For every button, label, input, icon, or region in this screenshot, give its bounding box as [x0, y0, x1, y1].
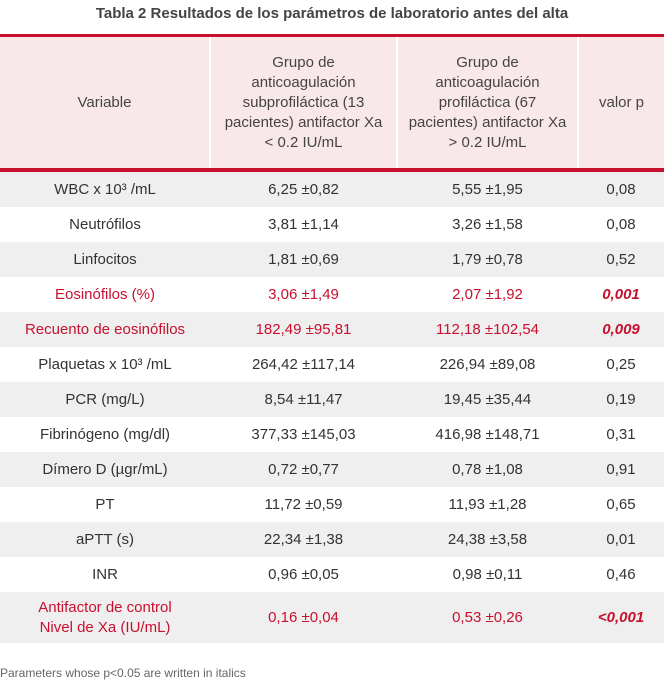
- group2-cell: 19,45 ±35,44: [443, 391, 532, 408]
- p-value-cell: 0,08: [606, 216, 636, 233]
- header-p-value: valor p: [577, 35, 664, 170]
- group2-cell: 0,53 ±0,26: [452, 608, 523, 626]
- group2-cell: 11,93 ±1,28: [448, 496, 527, 513]
- p-value-cell: 0,08: [606, 181, 636, 198]
- variable-cell: Plaquetas x 10³ /mL: [38, 356, 172, 373]
- p-value-cell: 0,19: [606, 391, 636, 408]
- p-value-cell: 0,009: [602, 321, 640, 338]
- variable-cell: WBC x 10³ /mL: [54, 181, 156, 198]
- group2-cell: 112,18 ±102,54: [435, 321, 540, 338]
- table-title: Tabla 2 Resultados de los parámetros de …: [95, 5, 569, 22]
- variable-cell: Antifactor de control Nivel de Xa (IU/mL…: [38, 598, 172, 636]
- group1-cell: 22,34 ±1,38: [263, 531, 344, 548]
- group1-cell: 264,42 ±117,14: [251, 356, 356, 373]
- group2-cell: 226,94 ±89,08: [439, 356, 536, 373]
- group1-cell: 182,49 ±95,81: [255, 321, 352, 338]
- header-prophylactic-group: Grupo de anticoagulación profiláctica (6…: [396, 35, 578, 170]
- header-subprophylactic-group: Grupo de anticoagulación subprofiláctica…: [209, 35, 397, 170]
- group2-cell: 0,78 ±1,08: [452, 461, 523, 478]
- group2-cell: 0,98 ±0,11: [452, 566, 523, 583]
- group2-cell: 3,26 ±1,58: [452, 216, 523, 233]
- variable-cell: Recuento de eosinófilos: [24, 321, 186, 338]
- group1-cell: 6,25 ±0,82: [268, 181, 339, 198]
- header-variable: Variable: [77, 93, 132, 111]
- group2-cell: 416,98 ±148,71: [435, 426, 540, 443]
- group2-cell: 24,38 ±3,58: [447, 531, 528, 548]
- table-row: Eosinófilos (%) 3,06 ±1,49 2,07 ±1,92 0,001: [0, 277, 664, 312]
- variable-cell: Fibrinógeno (mg/dl): [39, 426, 171, 443]
- variable-cell: Eosinófilos (%): [54, 286, 156, 303]
- variable-cell: Dímero D (µgr/mL): [42, 461, 168, 478]
- table-row: Antifactor de control Nivel de Xa (IU/mL…: [0, 592, 664, 643]
- group2-cell: 1,79 ±0,78: [452, 251, 523, 268]
- table-row: Neutrófilos 3,81 ±1,14 3,26 ±1,58 0,08: [0, 207, 664, 242]
- variable-cell: aPTT (s): [75, 531, 135, 548]
- variable-cell: PT: [95, 496, 115, 513]
- table-row: Dímero D (µgr/mL) 0,72 ±0,77 0,78 ±1,08 0,9…: [0, 452, 664, 487]
- table-row: Recuento de eosinófilos 182,49 ±95,81 112,…: [0, 312, 664, 347]
- variable-cell: INR: [92, 566, 118, 583]
- table-row: Linfocitos 1,81 ±0,69 1,79 ±0,78 0,52: [0, 242, 664, 277]
- p-value-cell: 0,65: [606, 496, 636, 513]
- p-value-cell: 0,31: [606, 426, 636, 443]
- group2-cell: 2,07 ±1,92: [452, 286, 523, 303]
- group1-cell: 8,54 ±11,47: [264, 391, 343, 408]
- group1-cell: 377,33 ±145,03: [251, 426, 356, 443]
- p-value-cell: <0,001: [597, 608, 645, 626]
- footnote: Parameters whose p<0.05 are written in i…: [0, 666, 246, 680]
- table-row: WBC x 10³ /mL 6,25 ±0,82 5,55 ±1,95 0,08: [0, 170, 664, 207]
- group1-cell: 0,16 ±0,04: [268, 608, 339, 626]
- group1-cell: 3,06 ±1,49: [268, 286, 339, 303]
- group1-cell: 3,81 ±1,14: [268, 216, 339, 233]
- p-value-cell: 0,52: [606, 251, 636, 268]
- group1-cell: 0,72 ±0,77: [268, 461, 339, 478]
- p-value-cell: 0,25: [606, 356, 636, 373]
- lab-results-table: Variable Grupo de anticoagulación subpro…: [0, 34, 664, 643]
- variable-cell: Neutrófilos: [69, 216, 141, 233]
- table-row: aPTT (s) 22,34 ±1,38 24,38 ±3,58 0,01: [0, 522, 664, 557]
- table-row: PT 11,72 ±0,59 11,93 ±1,28 0,65: [0, 487, 664, 522]
- header-row: Variable Grupo de anticoagulación subpro…: [0, 35, 664, 170]
- p-value-cell: 0,001: [602, 286, 640, 303]
- group1-cell: 0,96 ±0,05: [268, 566, 339, 583]
- table-row: PCR (mg/L) 8,54 ±11,47 19,45 ±35,44 0,19: [0, 382, 664, 417]
- group1-cell: 1,81 ±0,69: [268, 251, 339, 268]
- group2-cell: 5,55 ±1,95: [452, 181, 523, 198]
- table-row: Fibrinógeno (mg/dl) 377,33 ±145,03 416,98 …: [0, 417, 664, 452]
- variable-cell: Linfocitos: [73, 251, 137, 268]
- variable-cell: PCR (mg/L): [65, 391, 145, 408]
- p-value-cell: 0,91: [606, 461, 636, 478]
- group1-cell: 11,72 ±0,59: [264, 496, 343, 513]
- table-row: INR 0,96 ±0,05 0,98 ±0,11 0,46: [0, 557, 664, 592]
- table-body: WBC x 10³ /mL 6,25 ±0,82 5,55 ±1,95 0,08 Neu…: [0, 170, 664, 643]
- table-row: Plaquetas x 10³ /mL 264,42 ±117,14 226,94 …: [0, 347, 664, 382]
- p-value-cell: 0,46: [606, 566, 636, 583]
- p-value-cell: 0,01: [606, 531, 636, 548]
